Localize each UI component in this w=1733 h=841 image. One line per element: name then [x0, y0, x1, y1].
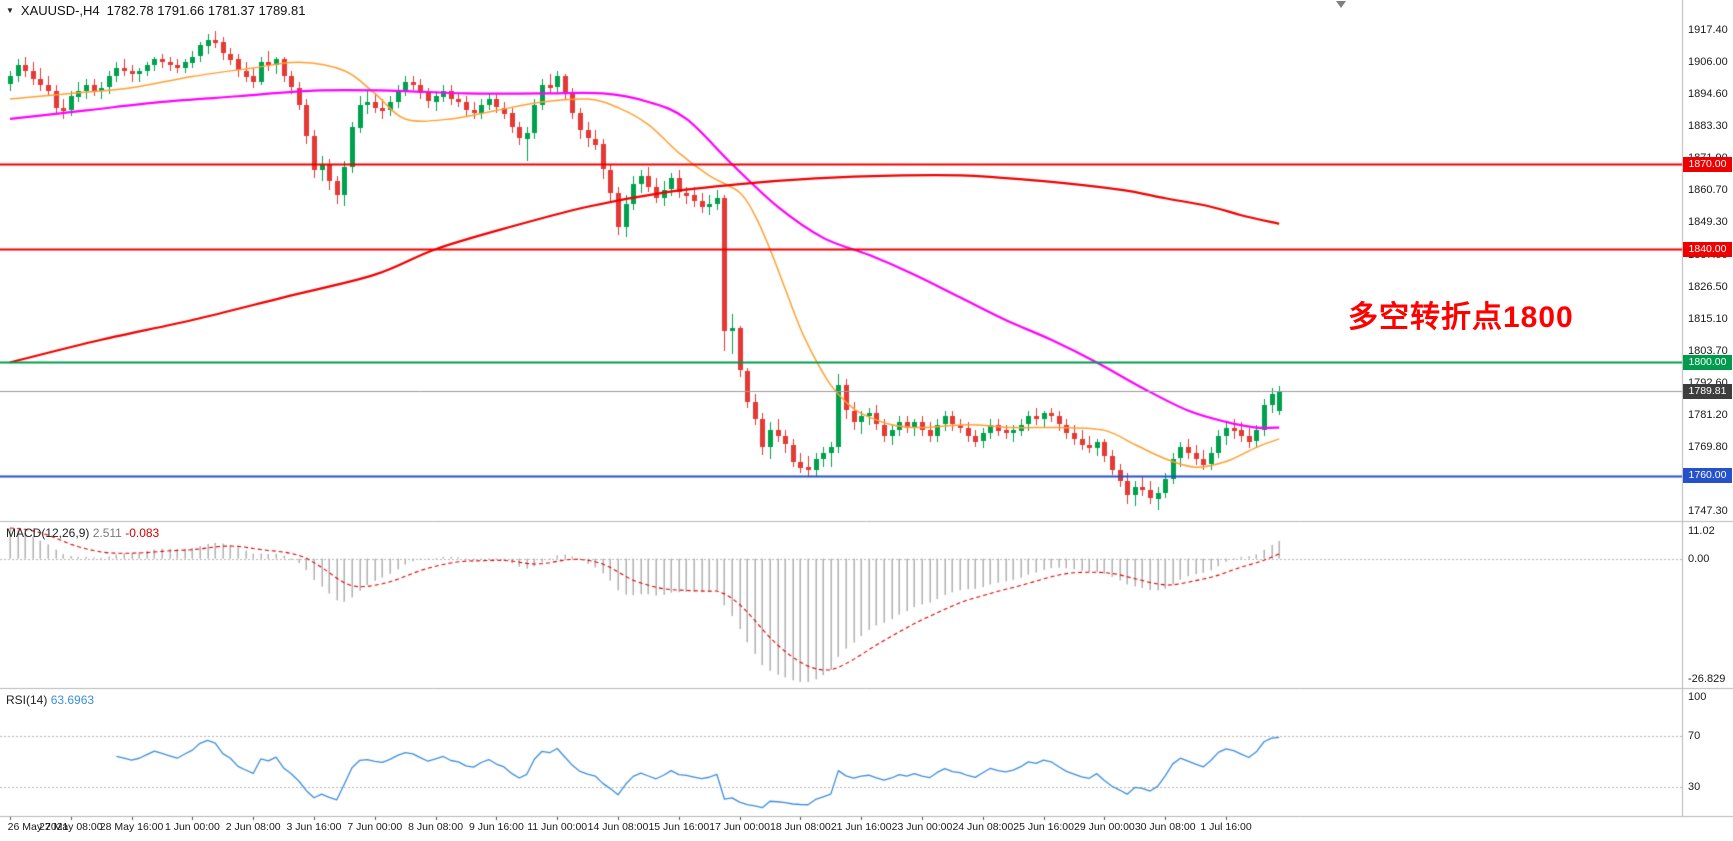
- time-tick-label: 2 Jun 08:00: [225, 821, 281, 833]
- time-tick-label: 18 Jun 08:00: [770, 821, 831, 833]
- time-tick-label: 25 Jun 16:00: [1013, 821, 1074, 833]
- time-tick-label: 1 Jun 00:00: [164, 821, 220, 833]
- time-tick-label: 23 Jun 00:00: [891, 821, 953, 833]
- time-tick-label: 30 Jun 08:00: [1134, 821, 1196, 833]
- price-tick-label: 1849.30: [1688, 216, 1728, 229]
- time-tick-label: 9 Jun 16:00: [468, 821, 524, 833]
- price-axis[interactable]: 1917.401906.001894.601883.301871.901860.…: [1682, 0, 1733, 816]
- macd-main-value: 2.511: [92, 526, 122, 540]
- time-tick-label: 29 Jun 00:00: [1074, 821, 1135, 833]
- time-tick-label: 28 May 16:00: [99, 821, 164, 833]
- time-tick-label: 14 Jun 08:00: [587, 821, 649, 833]
- time-axis[interactable]: 26 May 2021 27 May 08:00 28 May 16:00 1 Jun…: [0, 816, 1733, 841]
- rsi-value: 63.6963: [50, 693, 95, 707]
- price-tick-label: 1826.50: [1688, 280, 1728, 293]
- rsi-axis-70: 70: [1688, 729, 1701, 742]
- rsi-params: RSI(14): [6, 693, 48, 707]
- macd-axis-min: -26.829: [1688, 673, 1726, 685]
- time-tick-label: 3 Jun 16:00: [286, 821, 342, 833]
- annotation-text[interactable]: 多空转折点1800: [1348, 301, 1574, 334]
- price-tick-label: 1747.30: [1688, 505, 1728, 518]
- time-tick-label: 17 Jun 00:00: [709, 821, 770, 833]
- macd-axis-zero: 0.00: [1688, 552, 1710, 565]
- ohlc-values: 1782.78 1791.66 1781.37 1789.81: [106, 3, 306, 18]
- time-tick-label: 21 Jun 16:00: [830, 821, 892, 833]
- price-tick-label: 1781.20: [1688, 409, 1728, 422]
- time-tick-label: 8 Jun 08:00: [408, 821, 464, 833]
- price-tick-label: 1917.40: [1688, 23, 1728, 36]
- rsi-axis-100: 100: [1688, 691, 1707, 703]
- chart-shift-marker-icon[interactable]: [1336, 1, 1346, 8]
- price-tick-label: 1769.80: [1688, 441, 1728, 454]
- macd-signal-value: -0.083: [125, 526, 160, 540]
- time-tick-label: 26 May 2021: [7, 821, 69, 833]
- symbol-period-label: XAUUSD-,H4: [20, 3, 100, 18]
- hline-price-label: 1870.00: [1683, 156, 1732, 172]
- macd-indicator-label: MACD(12,26,9) 2.511 -0.083: [6, 526, 159, 540]
- symbol-dropdown-icon: ▼: [6, 6, 14, 15]
- time-tick-label: 15 Jun 16:00: [648, 821, 710, 833]
- macd-axis-max: 11.02: [1688, 525, 1715, 537]
- time-tick-label: 27 May 08:00: [38, 821, 103, 833]
- time-tick-label: 11 Jun 00:00: [527, 821, 588, 833]
- price-tick-label: 1803.70: [1688, 345, 1728, 358]
- price-tick-label: 1894.60: [1688, 88, 1728, 101]
- time-tick-label: 24 Jun 08:00: [952, 821, 1014, 833]
- hline-price-label: 1800.00: [1683, 354, 1732, 370]
- current-price-label: 1789.81: [1683, 383, 1732, 399]
- price-tick-label: 1815.10: [1688, 313, 1728, 326]
- price-tick-label: 1906.00: [1688, 55, 1728, 68]
- price-tick-label: 1860.70: [1688, 184, 1728, 197]
- time-tick-label: 1 Jul 16:00: [1200, 821, 1252, 833]
- chart-title: ▼ XAUUSD-,H4 1782.78 1791.66 1781.37 178…: [6, 3, 305, 18]
- macd-params: MACD(12,26,9): [6, 526, 90, 540]
- hline-price-label: 1840.00: [1683, 241, 1732, 257]
- time-tick-label: 7 Jun 00:00: [347, 821, 403, 833]
- rsi-indicator-label: RSI(14) 63.6963: [6, 693, 94, 707]
- rsi-axis-30: 30: [1688, 781, 1701, 794]
- price-tick-label: 1883.30: [1688, 120, 1728, 133]
- hline-price-label: 1760.00: [1683, 468, 1732, 484]
